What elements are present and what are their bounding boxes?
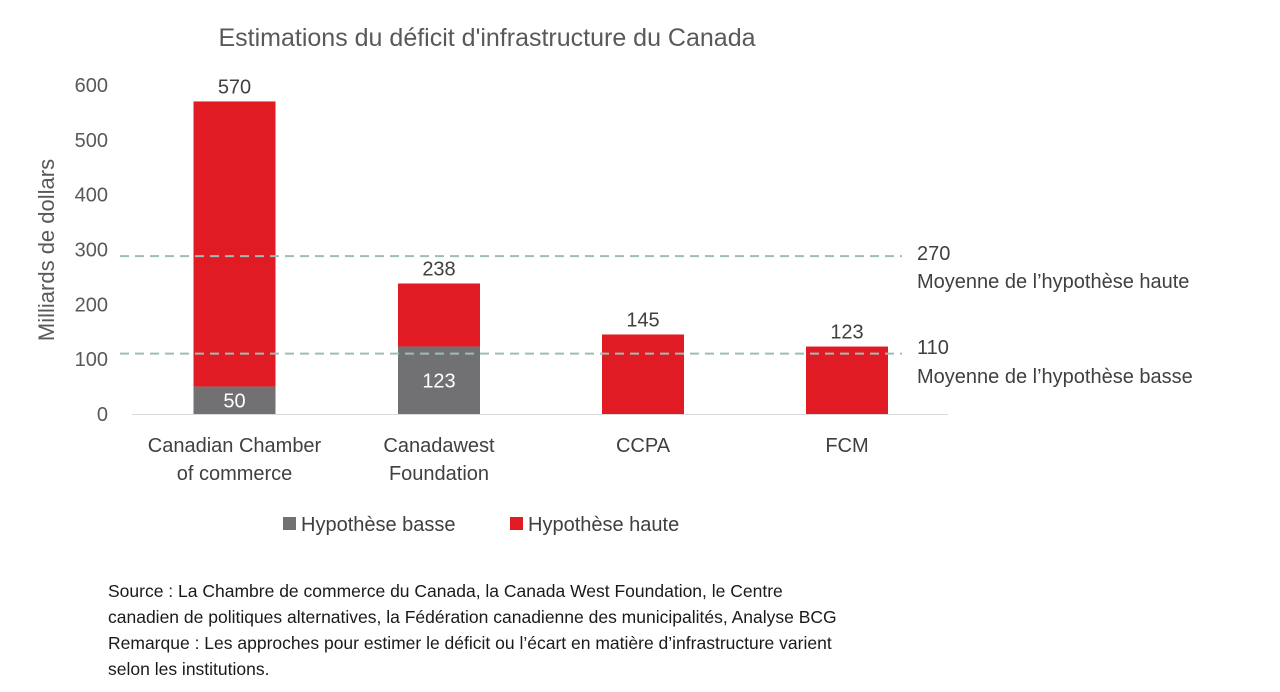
reference-line-value: 270 xyxy=(917,243,950,265)
note-line: selon les institutions. xyxy=(108,659,270,679)
y-tick-label: 500 xyxy=(75,130,108,152)
source-notes: Source : La Chambre de commerce du Canad… xyxy=(108,578,1008,682)
y-tick-label: 0 xyxy=(97,404,108,426)
data-label-high: 570 xyxy=(218,76,251,98)
category-label: CCPA xyxy=(616,435,671,457)
note-line: Remarque : Les approches pour estimer le… xyxy=(108,633,832,653)
y-axis-ticks: 0 100 200 300 400 500 600 xyxy=(75,75,108,426)
category-labels: Canadian Chamber of commerce Canadawest Fou… xyxy=(148,435,869,485)
legend-label: Hypothèse haute xyxy=(528,514,679,536)
legend-swatch xyxy=(510,517,523,530)
data-label-low: 123 xyxy=(422,370,455,392)
bar-high xyxy=(398,283,480,347)
reference-lines: 270 Moyenne de l’hypothèse haute 110 Moyenn… xyxy=(120,243,1193,388)
note-line: Source : La Chambre de commerce du Canad… xyxy=(108,581,783,601)
category-label: Canadawest xyxy=(383,435,495,457)
y-tick-label: 200 xyxy=(75,294,108,316)
y-tick-label: 100 xyxy=(75,349,108,371)
y-axis-label: Milliards de dollars xyxy=(34,159,59,341)
legend-swatch xyxy=(283,517,296,530)
data-label-high: 238 xyxy=(422,258,455,280)
bar-high xyxy=(193,101,276,387)
y-tick-label: 300 xyxy=(75,240,108,262)
reference-line-value: 110 xyxy=(917,337,949,359)
bar-high xyxy=(602,334,684,414)
bar-low xyxy=(193,386,276,414)
category-label: Foundation xyxy=(389,463,489,485)
infrastructure-deficit-chart: Estimations du déficit d'infrastructure … xyxy=(34,24,1193,536)
data-label-high: 123 xyxy=(830,322,863,344)
category-label: FCM xyxy=(825,435,868,457)
bars: 570 50 238 123 145 123 xyxy=(193,76,888,414)
category-label: of commerce xyxy=(177,463,293,485)
y-tick-label: 600 xyxy=(75,75,108,97)
reference-line-label: Moyenne de l’hypothèse basse xyxy=(917,366,1193,388)
reference-line-label: Moyenne de l’hypothèse haute xyxy=(917,271,1189,293)
bar-high xyxy=(806,346,888,414)
legend: Hypothèse basse Hypothèse haute xyxy=(283,514,679,536)
category-label: Canadian Chamber xyxy=(148,435,322,457)
data-label-low: 50 xyxy=(223,390,245,412)
data-label-high: 145 xyxy=(626,309,659,331)
y-tick-label: 400 xyxy=(75,185,108,207)
note-line: canadien de politiques alternatives, la … xyxy=(108,607,837,627)
bar-low xyxy=(398,346,480,414)
legend-label: Hypothèse basse xyxy=(301,514,456,536)
chart-title: Estimations du déficit d'infrastructure … xyxy=(219,24,756,52)
